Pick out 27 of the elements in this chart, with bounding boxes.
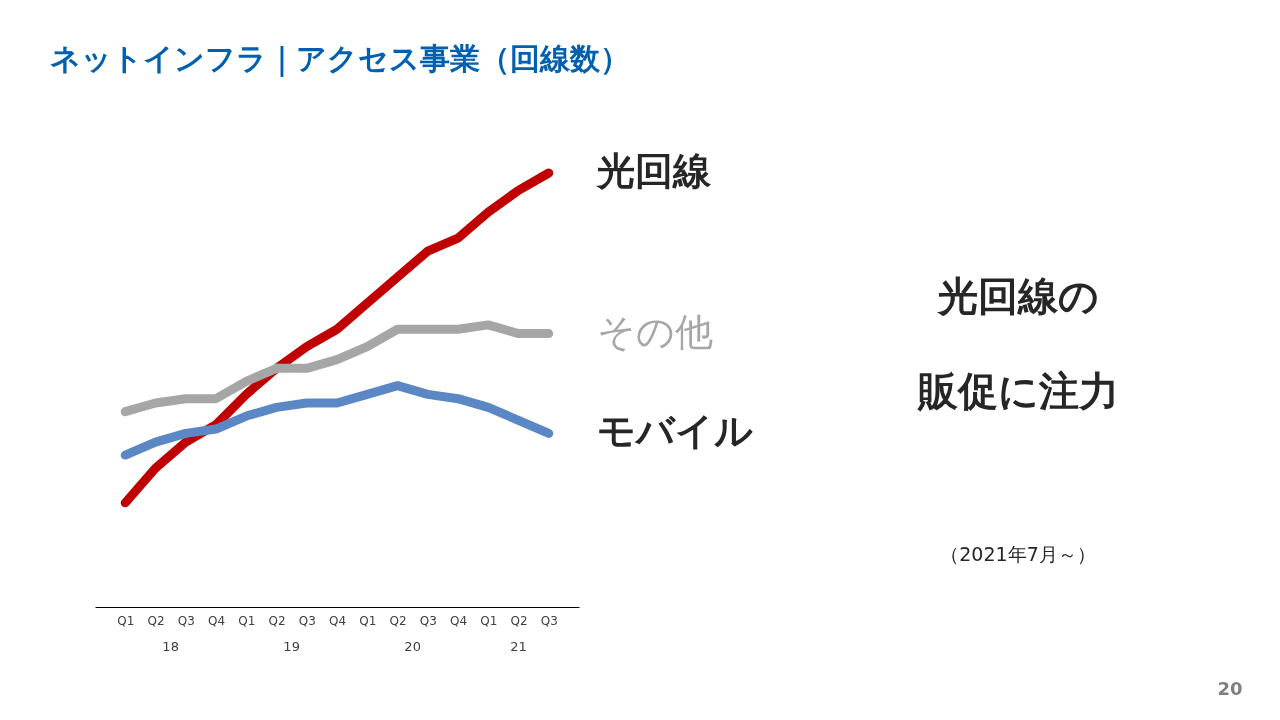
x-tick-label: Q4 xyxy=(449,613,468,628)
text: 18 xyxy=(162,639,179,654)
x-tick-label: Q3 xyxy=(177,613,195,628)
chart-title: ネットインフラ｜アクセス事業（回線数） xyxy=(50,41,630,78)
series-label: 光回線 xyxy=(594,149,712,193)
x-tick-label: Q3 xyxy=(540,613,558,628)
x-tick-label: Q3 xyxy=(298,613,316,628)
x-tick-label: Q1 xyxy=(359,613,377,628)
x-tick-label: Q4 xyxy=(328,613,347,628)
x-tick-label: Q2 xyxy=(268,613,286,628)
text: 21 xyxy=(510,639,527,654)
x-tick-label: Q2 xyxy=(389,613,407,628)
text: 販促に注力 xyxy=(916,368,1119,414)
text: 光回線の xyxy=(935,273,1099,319)
x-tick-label: Q1 xyxy=(480,613,498,628)
series-label: その他 xyxy=(596,309,713,354)
text: 20 xyxy=(1217,678,1243,699)
text: 19 xyxy=(283,639,300,654)
x-tick-label: Q2 xyxy=(510,613,528,628)
text: 20 xyxy=(404,639,421,654)
series-label: モバイル xyxy=(596,409,753,454)
x-tick-label: Q4 xyxy=(207,613,226,628)
x-tick-label: Q3 xyxy=(419,613,437,628)
text: （2021年7月～） xyxy=(940,543,1096,565)
x-tick-label: Q2 xyxy=(147,613,165,628)
x-tick-label: Q1 xyxy=(238,613,256,628)
x-tick-label: Q1 xyxy=(117,613,135,628)
